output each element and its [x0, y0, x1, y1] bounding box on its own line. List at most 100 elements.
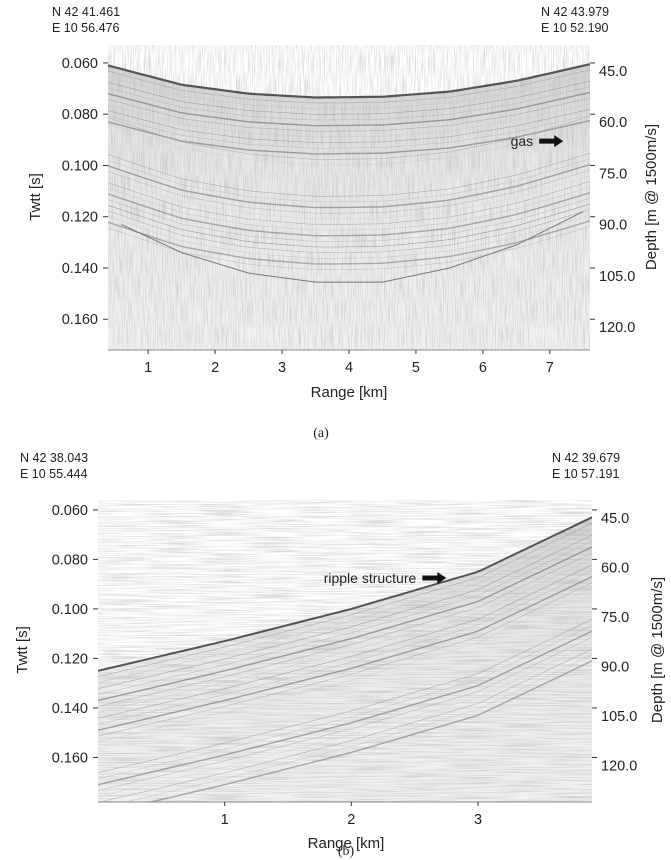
depth-tick-label: 60.0 [601, 560, 629, 576]
y-axis-label-b: Twtt [s] [14, 626, 31, 674]
reflector-layer [108, 214, 590, 259]
coord-left-lon-a: E 10 56.476 [52, 21, 119, 35]
y-tick-label: 0.160 [62, 312, 98, 328]
seismic-noise-a [108, 45, 590, 350]
reflector-layer [98, 552, 592, 707]
reflector-layer [98, 546, 592, 702]
reflector-layer [98, 570, 592, 725]
reflector-layer [108, 203, 590, 248]
coord-right-lat-b: N 42 39.679 [552, 451, 620, 465]
y-tick-label: 0.120 [62, 210, 98, 226]
reflector-layer [108, 175, 590, 220]
depth-tick-label: 45.0 [601, 511, 629, 527]
reflector-layer [108, 209, 590, 253]
depth-tick-label: 60.0 [599, 115, 627, 131]
reflector-layer [108, 220, 590, 265]
y-ticks-b: 0.060 0.080 0.100 0.120 0.140 0.160 [52, 503, 98, 766]
seismic-noise-b [98, 500, 592, 802]
x-axis-label-a: Range [km] [311, 384, 388, 401]
depth-tick-label: 105.0 [601, 709, 637, 725]
reflector-layer [98, 582, 592, 737]
y-axis-label-a: Twtt [s] [27, 173, 44, 221]
reflector-layer [108, 103, 590, 138]
reflector-layer [98, 642, 592, 797]
depth-tick-label: 75.0 [601, 610, 629, 626]
reflector-layer [98, 619, 592, 774]
x-tick-label: 1 [144, 360, 152, 376]
reflector-layer [98, 636, 592, 791]
depth-tick-label: 120.0 [599, 320, 635, 336]
reflector-layer [108, 116, 590, 160]
x-ticks-b: 1 2 3 [98, 801, 592, 828]
seafloor-reflector-b [98, 516, 592, 672]
reflector-layer [108, 198, 590, 242]
reflector-layer [108, 186, 590, 231]
depth-ticks-a: 45.0 60.0 75.0 90.0 105.0 120.0 [590, 62, 635, 336]
reflector-layer [123, 654, 592, 802]
reflector-layer [108, 181, 590, 225]
x-tick-label: 3 [278, 360, 286, 376]
x-tick-label: 3 [474, 812, 482, 828]
reflector-layer [98, 534, 592, 689]
panel-a: N 42 41.461 E 10 56.476 N 42 43.979 E 10… [27, 5, 660, 441]
depth-tick-label: 90.0 [601, 659, 629, 675]
reflector-layer [98, 648, 592, 802]
depth-tick-label: 75.0 [599, 166, 627, 182]
reflector-layer [108, 158, 590, 203]
reflector-layer [108, 80, 590, 115]
y-tick-label: 0.120 [52, 651, 88, 667]
coord-right-lon-a: E 10 52.190 [541, 21, 608, 35]
ripple-structure-label: ripple structure [324, 570, 417, 586]
reflector-layer [98, 558, 592, 713]
reflector-layer [108, 121, 590, 166]
x-tick-label: 2 [211, 360, 219, 376]
y-tick-label: 0.140 [62, 261, 98, 277]
reflector-layer [147, 660, 592, 802]
reflector-layer [98, 528, 592, 683]
reflector-layer [108, 75, 590, 110]
depth-axis-label-b: Depth [m @ 1500m/s] [649, 577, 666, 723]
coord-right-lon-b: E 10 57.191 [552, 467, 619, 481]
reflector-layer [108, 91, 590, 127]
reflector-layer [108, 152, 590, 197]
depth-axis-label-a: Depth [m @ 1500m/s] [643, 124, 660, 270]
y-tick-label: 0.080 [62, 107, 98, 123]
reflector-layer [108, 226, 590, 270]
y-tick-label: 0.060 [62, 56, 98, 72]
reflector-layer [98, 588, 592, 743]
reflector-layer [108, 69, 590, 104]
y-tick-label: 0.160 [52, 750, 88, 766]
reflector-layer [98, 576, 592, 731]
y-tick-label: 0.100 [52, 602, 88, 618]
coord-right-lat-a: N 42 43.979 [541, 5, 609, 19]
reflectors-b [98, 523, 592, 802]
depth-tick-label: 120.0 [601, 758, 637, 774]
reflector-layer [108, 114, 590, 149]
y-ticks-a: 0.060 0.080 0.100 0.120 0.140 0.160 [62, 56, 108, 328]
gas-annotation: gas [511, 133, 564, 149]
x-tick-label: 6 [479, 360, 487, 376]
reflector-layer [108, 163, 590, 209]
seafloor-reflector-a [108, 63, 590, 99]
reflector-layer [108, 169, 590, 214]
coord-left-lat-a: N 42 41.461 [52, 5, 120, 19]
x-tick-label: 1 [221, 812, 229, 828]
y-tick-label: 0.100 [62, 158, 98, 174]
x-ticks-a: 1 2 3 4 5 6 7 [108, 349, 590, 376]
depth-tick-label: 45.0 [599, 64, 627, 80]
coord-left-lat-b: N 42 38.043 [20, 451, 88, 465]
reflector-layer [98, 540, 592, 695]
ripple-arrow-icon [422, 571, 447, 584]
reflector-layer [108, 86, 590, 121]
y-tick-label: 0.080 [52, 552, 88, 568]
reflector-layer [98, 523, 592, 677]
reflector-layer [98, 630, 592, 786]
x-tick-label: 5 [412, 360, 420, 376]
y-tick-label: 0.140 [52, 701, 88, 717]
reflector-layer [98, 564, 592, 719]
deep-reflector-a [121, 211, 584, 283]
x-tick-label: 4 [345, 360, 353, 376]
reflector-layer [108, 109, 590, 143]
x-axis-label-b: Range [km] [308, 835, 385, 852]
